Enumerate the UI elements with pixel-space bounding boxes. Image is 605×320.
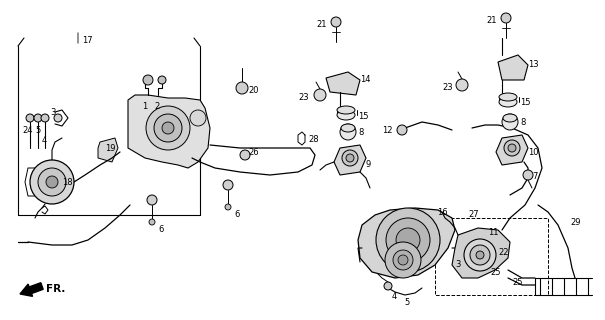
Circle shape — [236, 82, 248, 94]
Circle shape — [501, 13, 511, 23]
Circle shape — [393, 250, 413, 270]
Text: 5: 5 — [404, 298, 409, 307]
Text: 6: 6 — [234, 210, 240, 219]
Ellipse shape — [499, 93, 517, 101]
Circle shape — [147, 195, 157, 205]
Text: 14: 14 — [360, 75, 370, 84]
Circle shape — [143, 75, 153, 85]
Circle shape — [154, 114, 182, 142]
Text: 24: 24 — [22, 126, 33, 135]
Text: 4: 4 — [42, 136, 47, 145]
Text: 8: 8 — [520, 118, 525, 127]
Text: 7: 7 — [532, 172, 537, 181]
Polygon shape — [358, 208, 455, 278]
Ellipse shape — [499, 97, 517, 107]
Text: 21: 21 — [316, 20, 327, 29]
Circle shape — [190, 110, 206, 126]
Text: 10: 10 — [528, 148, 538, 157]
Circle shape — [54, 114, 62, 122]
Polygon shape — [498, 55, 528, 80]
Text: 22: 22 — [498, 248, 508, 257]
Circle shape — [30, 160, 74, 204]
Circle shape — [149, 219, 155, 225]
Polygon shape — [452, 228, 510, 278]
Polygon shape — [496, 135, 528, 165]
Text: 8: 8 — [358, 128, 364, 137]
Text: 18: 18 — [62, 178, 73, 187]
Ellipse shape — [337, 110, 355, 120]
Text: 25: 25 — [490, 268, 500, 277]
Text: 13: 13 — [528, 60, 538, 69]
Circle shape — [384, 282, 392, 290]
Circle shape — [376, 208, 440, 272]
Polygon shape — [98, 138, 118, 162]
Circle shape — [464, 239, 496, 271]
Text: 23: 23 — [298, 93, 309, 102]
Circle shape — [38, 168, 66, 196]
Text: 25: 25 — [512, 278, 523, 287]
Text: 1: 1 — [142, 102, 147, 111]
Circle shape — [225, 204, 231, 210]
Text: 27: 27 — [468, 210, 479, 219]
Polygon shape — [326, 72, 360, 95]
Circle shape — [331, 17, 341, 27]
Circle shape — [146, 106, 190, 150]
Circle shape — [41, 114, 49, 122]
Text: 2: 2 — [154, 102, 159, 111]
Text: 12: 12 — [382, 126, 393, 135]
Text: 4: 4 — [392, 292, 397, 301]
Circle shape — [240, 150, 250, 160]
Circle shape — [456, 79, 468, 91]
FancyArrow shape — [20, 283, 43, 296]
Circle shape — [470, 245, 490, 265]
Text: 21: 21 — [486, 16, 497, 25]
Circle shape — [523, 170, 533, 180]
Circle shape — [340, 124, 356, 140]
Text: 15: 15 — [358, 112, 368, 121]
Text: 3: 3 — [50, 108, 56, 117]
Text: 20: 20 — [248, 86, 258, 95]
Bar — [435, 218, 548, 295]
Polygon shape — [334, 145, 366, 175]
Text: FR.: FR. — [46, 284, 65, 294]
Circle shape — [504, 140, 520, 156]
Circle shape — [397, 125, 407, 135]
Text: 6: 6 — [158, 225, 163, 234]
Text: 28: 28 — [308, 135, 319, 144]
Circle shape — [26, 114, 34, 122]
Circle shape — [158, 76, 166, 84]
Polygon shape — [128, 95, 210, 168]
Text: 11: 11 — [488, 228, 499, 237]
Circle shape — [223, 180, 233, 190]
Circle shape — [46, 176, 58, 188]
Ellipse shape — [503, 114, 517, 122]
Circle shape — [396, 228, 420, 252]
Text: 19: 19 — [105, 144, 116, 153]
Circle shape — [34, 114, 42, 122]
Circle shape — [162, 122, 174, 134]
Text: 23: 23 — [442, 83, 453, 92]
Ellipse shape — [341, 124, 355, 132]
Circle shape — [502, 114, 518, 130]
Circle shape — [398, 255, 408, 265]
Text: 9: 9 — [366, 160, 371, 169]
Circle shape — [386, 218, 430, 262]
Text: 16: 16 — [437, 208, 448, 217]
Ellipse shape — [337, 106, 355, 114]
Circle shape — [385, 242, 421, 278]
Text: 17: 17 — [82, 36, 93, 45]
Text: 15: 15 — [520, 98, 531, 107]
Text: 3: 3 — [455, 260, 460, 269]
Text: 29: 29 — [570, 218, 581, 227]
Text: 5: 5 — [35, 126, 41, 135]
Circle shape — [508, 144, 516, 152]
Circle shape — [476, 251, 484, 259]
Circle shape — [342, 150, 358, 166]
Text: 26: 26 — [248, 148, 258, 157]
Circle shape — [314, 89, 326, 101]
Circle shape — [346, 154, 354, 162]
